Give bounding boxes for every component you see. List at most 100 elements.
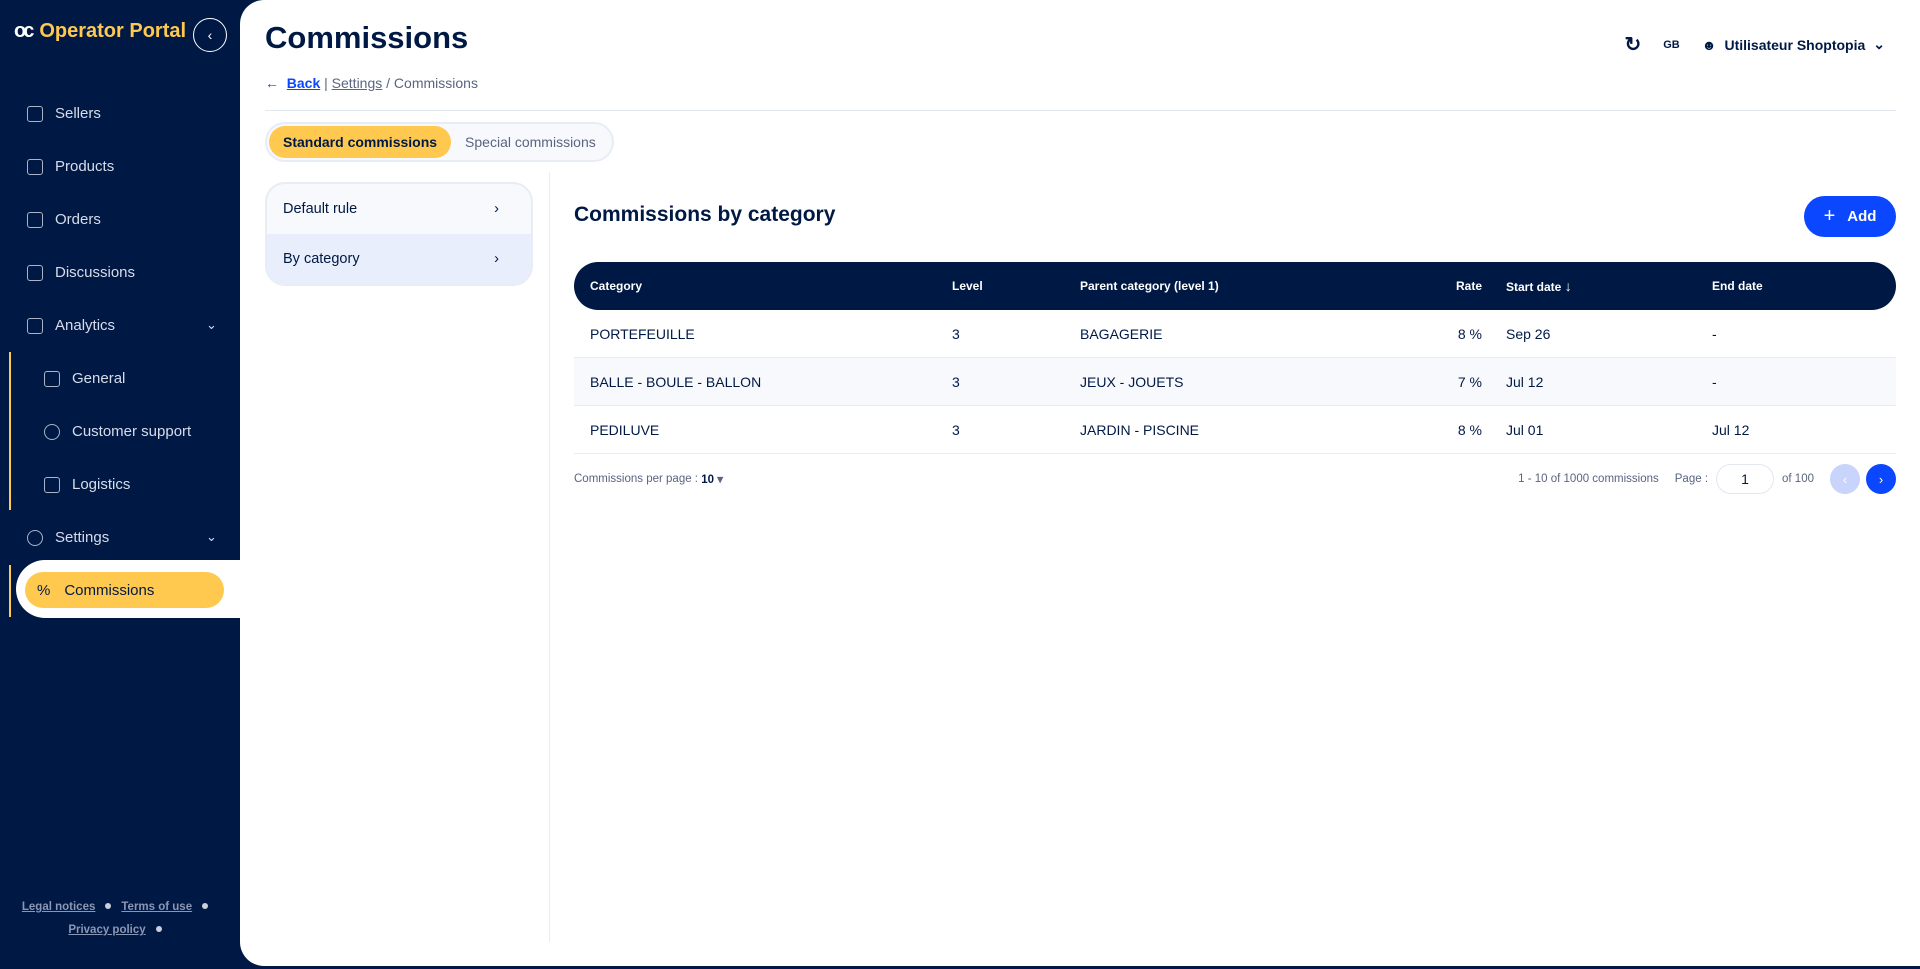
dashboard-icon	[27, 317, 43, 334]
cell-start-date: Jul 12	[1506, 373, 1544, 390]
col-parent-category[interactable]: Parent category (level 1)	[1080, 279, 1219, 293]
cell-rate: 8 %	[1457, 325, 1482, 342]
sidebar-item-label: General	[72, 370, 126, 387]
commission-tabs: Standard commissions Special commissions	[265, 122, 614, 162]
breadcrumb-settings[interactable]: Settings	[331, 75, 383, 91]
cell-parent-category: JEUX - JOUETS	[1080, 373, 1184, 390]
sidebar-item-products[interactable]: Products	[27, 158, 114, 175]
user-name: Utilisateur Shoptopia	[1724, 36, 1866, 53]
sidebar-item-analytics[interactable]: Analytics	[27, 317, 115, 334]
col-label: Start date	[1506, 280, 1562, 294]
caret-down-icon: ▾	[717, 474, 723, 486]
add-label: Add	[1847, 208, 1877, 225]
sidebar-item-discussions[interactable]: Discussions	[27, 264, 135, 281]
table-row[interactable]: PORTEFEUILLE 3 BAGAGERIE 8 % Sep 26 -	[574, 310, 1896, 358]
commissions-table: Category Level Parent category (level 1)…	[574, 262, 1896, 454]
rule-default[interactable]: Default rule ›	[267, 184, 531, 234]
sidebar-item-label: Customer support	[72, 423, 192, 440]
sidebar-item-label: Products	[55, 158, 115, 175]
footer-links: Legal notices Terms of use	[0, 901, 240, 913]
divider	[549, 172, 550, 942]
arrow-down-icon: ↓	[1564, 278, 1572, 294]
sidebar-item-label: Discussions	[55, 264, 136, 281]
legal-notices-link[interactable]: Legal notices	[21, 901, 96, 913]
logo-icon: oc	[14, 20, 34, 42]
per-page-label: Commissions per page :	[574, 473, 698, 485]
tab-standard-commissions[interactable]: Standard commissions	[269, 126, 452, 158]
seller-icon	[27, 105, 43, 122]
sidebar-item-label: Orders	[55, 211, 101, 228]
privacy-link[interactable]: Privacy policy	[68, 924, 146, 936]
cell-start-date: Sep 26	[1506, 325, 1551, 342]
page-total: of 100	[1782, 473, 1814, 485]
separator-dot	[155, 926, 162, 932]
page-input[interactable]: 1	[1716, 464, 1775, 494]
cell-parent-category: BAGAGERIE	[1080, 325, 1163, 342]
sidebar-item-settings[interactable]: Settings	[27, 529, 109, 546]
col-rate[interactable]: Rate	[1455, 279, 1482, 293]
orders-icon	[27, 211, 43, 228]
chevron-left-icon: ‹	[207, 27, 213, 43]
sidebar-item-label: Analytics	[55, 317, 116, 334]
col-start-date[interactable]: Start date ↓	[1482, 278, 1712, 294]
plus-icon: +	[1823, 205, 1836, 227]
col-end-date[interactable]: End date	[1712, 279, 1763, 293]
sidebar-item-commissions[interactable]: % Commissions	[25, 572, 224, 608]
products-icon	[27, 158, 43, 175]
terms-link[interactable]: Terms of use	[121, 901, 193, 913]
sidebar-item-orders[interactable]: Orders	[27, 211, 101, 228]
sidebar-item-label: Sellers	[55, 105, 101, 122]
chevron-right-icon: ›	[494, 201, 499, 217]
chat-icon	[27, 264, 43, 281]
chevron-right-icon: ›	[494, 251, 499, 267]
rule-label: By category	[283, 251, 360, 267]
table-row[interactable]: BALLE - BOULE - BALLON 3 JEUX - JOUETS 7 % J…	[574, 358, 1896, 406]
store-icon	[44, 370, 60, 387]
sidebar-item-label: Commissions	[64, 581, 155, 599]
submenu-indicator	[9, 565, 11, 617]
rule-label: Default rule	[283, 201, 358, 217]
cell-level: 3	[952, 421, 960, 438]
result-range: 1 - 10 of 1000 commissions	[1518, 473, 1659, 485]
section-title: Commissions by category	[574, 203, 836, 226]
table-row[interactable]: PEDILUVE 3 JARDIN - PISCINE 8 % Jul 01 Jul 12	[574, 406, 1896, 454]
sidebar: oc Operator Portal ‹ Sellers Products Or…	[0, 0, 256, 969]
footer-links-2: Privacy policy	[0, 924, 240, 936]
chevron-down-icon[interactable]: ⌄	[206, 317, 217, 332]
sidebar-item-general[interactable]: General	[44, 370, 125, 387]
percent-icon: %	[37, 581, 51, 599]
col-category[interactable]: Category	[590, 279, 643, 293]
prev-page-button[interactable]: ‹	[1830, 464, 1860, 494]
refresh-icon[interactable]: ↻	[1624, 34, 1642, 56]
arrow-left-icon[interactable]: ←	[265, 75, 279, 91]
user-menu[interactable]: ☻ Utilisateur Shoptopia ⌄	[1702, 36, 1885, 53]
sidebar-item-sellers[interactable]: Sellers	[27, 105, 101, 122]
cell-end-date: -	[1712, 373, 1717, 390]
sidebar-item-label: Settings	[55, 529, 110, 546]
gear-icon	[27, 529, 43, 546]
truck-icon	[44, 476, 60, 493]
cell-category: BALLE - BOULE - BALLON	[590, 373, 762, 390]
page-label: Page :	[1674, 473, 1709, 485]
cell-level: 3	[952, 325, 960, 342]
sidebar-item-customer-support[interactable]: Customer support	[44, 423, 191, 440]
collapse-sidebar-button[interactable]: ‹	[193, 18, 227, 52]
cell-rate: 7 %	[1457, 373, 1482, 390]
user-icon: ☻	[1701, 36, 1717, 53]
language-selector[interactable]: GB	[1663, 38, 1680, 51]
breadcrumb-current: / Commissions	[386, 75, 478, 91]
col-level[interactable]: Level	[952, 279, 983, 293]
next-page-button[interactable]: ›	[1866, 464, 1896, 494]
tab-special-commissions[interactable]: Special commissions	[465, 134, 596, 150]
app-title: Operator Portal	[39, 20, 187, 42]
separator-dot	[202, 903, 209, 909]
divider	[265, 110, 1896, 111]
add-button[interactable]: + Add	[1804, 196, 1896, 237]
rule-by-category[interactable]: By category ›	[267, 234, 531, 284]
cell-start-date: Jul 01	[1506, 421, 1544, 438]
per-page-select[interactable]: 10 ▾	[701, 472, 723, 486]
chevron-down-icon[interactable]: ⌄	[206, 529, 217, 544]
back-link[interactable]: Back	[286, 75, 321, 91]
sidebar-item-logistics[interactable]: Logistics	[44, 476, 130, 493]
chevron-down-icon: ⌄	[1873, 36, 1885, 52]
